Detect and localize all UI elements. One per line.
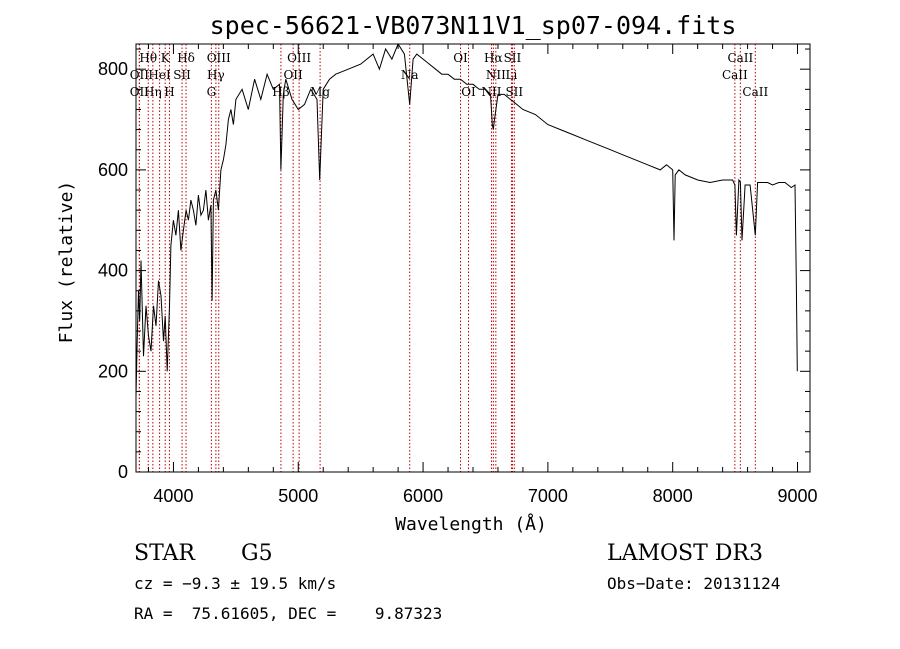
- coordinates: RA = 75.61605, DEC = 9.87323: [134, 604, 442, 623]
- plot-frame: [135, 43, 811, 473]
- redshift-cz: cz = −9.3 ± 19.5 km/s: [134, 574, 336, 593]
- line-label-26: SII: [505, 85, 523, 99]
- line-label-9: OII: [130, 68, 150, 82]
- line-label-16: Li: [506, 68, 518, 82]
- object-class: STAR: [134, 541, 196, 566]
- x-tick-label-4000: 4000: [153, 486, 193, 506]
- line-label-3: OIII: [207, 51, 231, 65]
- line-label-22: Hβ: [272, 85, 289, 99]
- line-label-24: OI: [461, 85, 476, 99]
- line-label-27: CaII: [742, 85, 768, 99]
- survey-name: LAMOST DR3: [607, 541, 763, 566]
- y-axis-ticks: 0 200 400 600 800: [98, 48, 810, 482]
- chart-title: spec-56621-VB073N11V1_sp07-094.fits: [210, 11, 737, 40]
- line-label-8: CaII: [727, 51, 753, 65]
- x-tick-label-9000: 9000: [777, 486, 817, 506]
- line-label-0: Hθ: [139, 51, 157, 65]
- spectral-line-markers: [138, 44, 756, 472]
- line-label-21: G: [207, 85, 217, 99]
- y-tick-label-600: 600: [98, 160, 128, 180]
- line-label-11: SII: [173, 68, 191, 82]
- line-label-4: OIII: [287, 51, 311, 65]
- x-tick-label-5000: 5000: [278, 486, 318, 506]
- y-axis-label: Flux (relative): [56, 181, 77, 344]
- line-label-12: Hγ: [207, 68, 225, 82]
- x-axis-label: Wavelength (Å): [395, 513, 547, 535]
- line-label-6: Hα: [484, 51, 503, 65]
- line-label-15: NII: [486, 68, 506, 82]
- line-label-18: OII: [130, 85, 150, 99]
- line-label-5: OI: [453, 51, 468, 65]
- y-tick-label-200: 200: [98, 361, 128, 381]
- y-tick-label-400: 400: [98, 261, 128, 281]
- y-tick-label-800: 800: [98, 59, 128, 79]
- spectrum-line: [135, 42, 798, 397]
- object-subclass: G5: [241, 541, 273, 566]
- line-label-1: K: [161, 51, 171, 65]
- line-label-7: SII: [504, 51, 522, 65]
- line-label-25: NII: [481, 85, 501, 99]
- line-label-14: Na: [401, 68, 419, 82]
- line-label-13: OII: [283, 68, 303, 82]
- line-label-2: Hδ: [177, 51, 195, 65]
- line-label-23: Mg: [310, 85, 330, 99]
- line-label-19: Hη: [144, 85, 162, 99]
- observation-date: Obs−Date: 20131124: [607, 574, 780, 593]
- x-tick-label-8000: 8000: [653, 486, 693, 506]
- line-label-10: HeI: [148, 68, 171, 82]
- x-axis-ticks: 4000 5000 6000 7000 8000 9000: [147, 44, 818, 506]
- y-tick-label-0: 0: [118, 462, 128, 482]
- x-tick-label-6000: 6000: [403, 486, 443, 506]
- line-label-17: CaII: [722, 68, 748, 82]
- x-tick-label-7000: 7000: [528, 486, 568, 506]
- line-label-20: H: [164, 85, 174, 99]
